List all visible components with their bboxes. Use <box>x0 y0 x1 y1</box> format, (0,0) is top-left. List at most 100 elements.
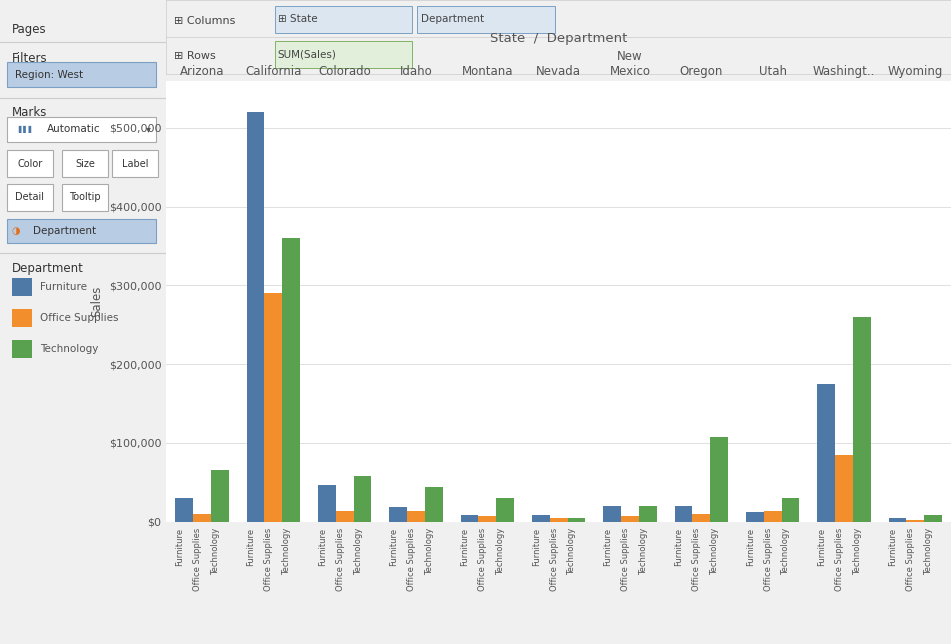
Text: ▾: ▾ <box>146 124 151 135</box>
Text: ⊞ State: ⊞ State <box>278 14 318 24</box>
Text: Furniture: Furniture <box>817 528 826 566</box>
Bar <box>906 520 924 522</box>
Text: Office Supplies: Office Supplies <box>478 528 487 591</box>
Bar <box>888 518 906 522</box>
FancyBboxPatch shape <box>7 184 53 211</box>
FancyBboxPatch shape <box>7 117 156 142</box>
Text: Technology: Technology <box>425 528 434 575</box>
Bar <box>246 112 264 522</box>
Text: Technology: Technology <box>496 528 505 575</box>
FancyBboxPatch shape <box>62 150 108 177</box>
Bar <box>924 515 942 522</box>
Text: Automatic: Automatic <box>47 124 100 135</box>
FancyBboxPatch shape <box>275 6 412 33</box>
Text: Oregon: Oregon <box>680 65 723 79</box>
Bar <box>550 518 568 522</box>
Text: ⊞ Columns: ⊞ Columns <box>174 15 236 26</box>
FancyBboxPatch shape <box>11 340 31 358</box>
Text: Furniture: Furniture <box>175 528 184 566</box>
Bar <box>621 516 639 522</box>
Bar <box>817 384 835 522</box>
Bar <box>193 514 211 522</box>
Text: Furniture: Furniture <box>318 528 327 566</box>
Bar <box>354 476 372 522</box>
Text: Nevada: Nevada <box>536 65 581 79</box>
Bar <box>639 506 657 522</box>
Text: Technology: Technology <box>40 344 98 354</box>
Text: Office Supplies: Office Supplies <box>336 528 344 591</box>
Text: Office Supplies: Office Supplies <box>193 528 202 591</box>
Text: Color: Color <box>17 158 43 169</box>
Bar <box>336 511 354 522</box>
Bar <box>407 511 425 522</box>
Text: ◑: ◑ <box>11 226 20 236</box>
Bar <box>460 515 478 522</box>
Text: Label: Label <box>122 158 148 169</box>
Text: Technology: Technology <box>639 528 648 575</box>
Text: Furniture: Furniture <box>460 528 470 566</box>
FancyBboxPatch shape <box>11 278 31 296</box>
FancyBboxPatch shape <box>111 150 158 177</box>
Text: Department: Department <box>420 14 484 24</box>
Text: Office Supplies: Office Supplies <box>835 528 844 591</box>
Text: Furniture: Furniture <box>389 528 398 566</box>
Y-axis label: Sales: Sales <box>90 285 104 317</box>
Text: Office Supplies: Office Supplies <box>692 528 701 591</box>
Text: California: California <box>245 65 301 79</box>
Bar <box>692 514 710 522</box>
Text: Region: West: Region: West <box>15 70 83 80</box>
Bar <box>264 293 282 522</box>
FancyBboxPatch shape <box>417 6 554 33</box>
Text: Colorado: Colorado <box>319 65 371 79</box>
Text: SUM(Sales): SUM(Sales) <box>278 50 337 60</box>
Bar <box>532 515 550 522</box>
Text: Technology: Technology <box>568 528 576 575</box>
Bar <box>746 512 764 522</box>
Bar <box>478 516 496 522</box>
Text: Department: Department <box>33 226 96 236</box>
Text: Washingt..: Washingt.. <box>813 65 875 79</box>
Text: Office Supplies: Office Supplies <box>40 313 119 323</box>
Text: Furniture: Furniture <box>674 528 684 566</box>
Title: State  /  Department: State / Department <box>490 32 628 44</box>
Text: Technology: Technology <box>710 528 719 575</box>
Bar <box>568 518 586 522</box>
Bar <box>603 506 621 522</box>
Text: Pages: Pages <box>11 23 47 35</box>
Bar <box>496 498 514 522</box>
Text: Furniture: Furniture <box>40 282 87 292</box>
Text: Size: Size <box>75 158 95 169</box>
Text: Utah: Utah <box>759 65 786 79</box>
Text: Office Supplies: Office Supplies <box>407 528 416 591</box>
Text: ▐▐▐: ▐▐▐ <box>15 126 31 133</box>
Bar <box>211 470 229 522</box>
Bar <box>764 511 782 522</box>
FancyBboxPatch shape <box>11 309 31 327</box>
Text: Technology: Technology <box>354 528 362 575</box>
Bar <box>674 506 692 522</box>
Text: Tooltip: Tooltip <box>69 192 101 202</box>
Bar <box>318 485 336 522</box>
Bar <box>835 455 853 522</box>
Text: Furniture: Furniture <box>246 528 256 566</box>
Text: Furniture: Furniture <box>888 528 898 566</box>
Text: Idaho: Idaho <box>399 65 433 79</box>
Bar <box>425 487 443 522</box>
Text: Technology: Technology <box>282 528 291 575</box>
Text: Department: Department <box>11 262 84 275</box>
Text: Office Supplies: Office Supplies <box>621 528 630 591</box>
Text: Technology: Technology <box>853 528 862 575</box>
Bar <box>175 498 193 522</box>
Text: Technology: Technology <box>924 528 933 575</box>
Text: Furniture: Furniture <box>603 528 612 566</box>
FancyBboxPatch shape <box>62 184 108 211</box>
Text: Office Supplies: Office Supplies <box>906 528 915 591</box>
FancyBboxPatch shape <box>7 150 53 177</box>
Text: Furniture: Furniture <box>746 528 755 566</box>
Text: Detail: Detail <box>15 192 45 202</box>
Bar <box>782 498 800 522</box>
Text: ⊞ Rows: ⊞ Rows <box>174 50 216 61</box>
Text: Technology: Technology <box>782 528 790 575</box>
Text: Filters: Filters <box>11 52 48 64</box>
Bar <box>282 238 301 522</box>
